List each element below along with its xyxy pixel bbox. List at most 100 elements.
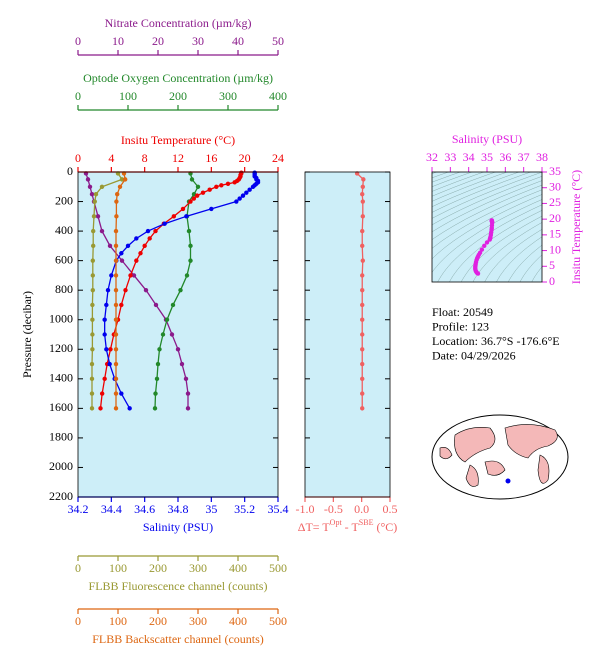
profile-point <box>89 406 95 411</box>
profile-point <box>114 214 119 219</box>
plot-frame <box>77 171 279 498</box>
profile-point <box>162 221 167 226</box>
profile-point <box>134 258 139 263</box>
x-tick-label: 500 <box>269 614 287 628</box>
isopycnal <box>432 194 542 260</box>
info-line: Date: 04/29/2026 <box>432 348 516 362</box>
x-tick-label: 100 <box>109 614 127 628</box>
land <box>465 464 479 487</box>
profile-point <box>360 376 365 382</box>
info-line: Location: 36.7°S -176.6°E <box>432 334 560 348</box>
profile-point <box>154 376 160 382</box>
profile-point <box>153 391 158 396</box>
x-tick-label: 0.5 <box>383 502 398 516</box>
profile-point <box>107 361 112 367</box>
x-tick-label: 100 <box>119 89 137 103</box>
y-tick-label: 1200 <box>49 341 73 355</box>
y-tick-label: 35 <box>549 164 561 178</box>
profile-point <box>99 391 105 396</box>
profile-point <box>152 406 158 411</box>
profile-point <box>175 347 181 352</box>
profile-point <box>99 228 105 234</box>
profile-point <box>138 251 143 256</box>
profile-point <box>113 376 119 382</box>
profile-point <box>185 406 191 411</box>
y-tick-label: 800 <box>55 282 73 296</box>
profile-point <box>360 287 365 293</box>
x-tick-label: 200 <box>169 89 187 103</box>
x-tick-label: 34 <box>463 150 475 164</box>
profile-point <box>188 258 193 263</box>
profile-point <box>127 406 132 411</box>
x-tick-label: 200 <box>149 614 167 628</box>
isopycnal <box>437 204 542 282</box>
profile-point <box>91 243 96 249</box>
profile-point <box>360 347 365 352</box>
x-tick-label: 33 <box>444 150 456 164</box>
profile-point <box>90 302 95 308</box>
x-tick-label: 35.4 <box>268 502 289 516</box>
profile-point <box>98 406 103 411</box>
profile-point <box>91 228 96 234</box>
isopycnal <box>519 254 542 282</box>
x-tick-label: 35 <box>205 502 217 516</box>
y-tick-label: 1800 <box>49 430 73 444</box>
isopycnal <box>432 184 542 240</box>
world-map <box>431 414 569 500</box>
profile-point <box>189 177 195 182</box>
profile-point <box>360 243 365 249</box>
y-tick-label: 5 <box>549 258 555 272</box>
x-tick-label: 20 <box>152 34 164 48</box>
x-tick-label: 34.6 <box>134 502 155 516</box>
x-tick-label: 35 <box>481 150 493 164</box>
profile-point <box>360 228 365 234</box>
y-tick-label: 20 <box>549 211 561 225</box>
profile-point <box>247 187 252 192</box>
profile-point <box>89 391 95 396</box>
profile-point <box>188 243 193 249</box>
profile-point <box>107 243 113 249</box>
x-tick-label: -1.0 <box>296 502 315 516</box>
profile-point <box>214 184 219 189</box>
x-axis-title: Nitrate Concentration (µm/kg) <box>105 16 252 30</box>
profile-point <box>92 199 98 204</box>
profile-point <box>240 193 246 198</box>
x-tick-label: 10 <box>112 34 124 48</box>
x-tick-label: 38 <box>536 150 548 164</box>
y-tick-label: 2000 <box>49 459 73 473</box>
profile-point <box>360 214 365 219</box>
profile-point <box>164 317 170 322</box>
isopycnals <box>432 172 542 282</box>
isopycnal <box>484 229 542 282</box>
profile-point <box>195 184 201 189</box>
x-tick-label: 12 <box>172 151 184 165</box>
isopycnal <box>432 172 497 197</box>
y-tick-label: 0 <box>549 274 555 288</box>
y-tick-label: 400 <box>55 223 73 237</box>
profile-point <box>207 187 212 192</box>
profile-point <box>145 228 151 234</box>
y-axis-title: Pressure (decibar) <box>20 291 34 378</box>
y-tick-label: 2200 <box>49 489 73 503</box>
x-tick-label: 34.2 <box>68 502 89 516</box>
profile-point <box>225 181 231 187</box>
profile-point <box>95 214 101 219</box>
profile-point <box>85 177 91 182</box>
profile-point <box>90 317 95 322</box>
profile-point <box>134 236 139 241</box>
profile-point <box>113 317 119 322</box>
profile-point <box>200 190 206 195</box>
y-tick-label: 10 <box>549 242 561 256</box>
profile-point <box>123 287 128 293</box>
profile-point <box>171 214 177 219</box>
info-line: Profile: 123 <box>432 319 489 333</box>
profile-point <box>360 199 365 204</box>
ts-point <box>487 237 492 242</box>
x-axis-title: FLBB Fluorescence channel (counts) <box>89 579 268 593</box>
profile-point <box>250 184 256 189</box>
profile-point <box>90 258 96 263</box>
land <box>537 454 550 484</box>
y-axis-title: Insitu Temperature (°C) <box>569 170 583 284</box>
profile-point <box>194 193 200 198</box>
